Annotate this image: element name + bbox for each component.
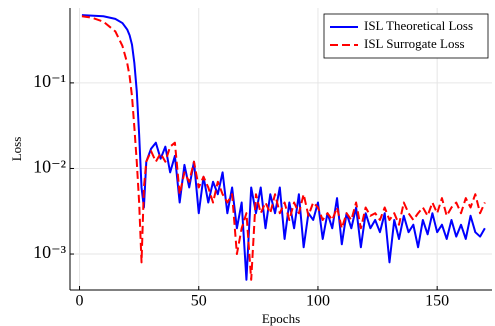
series-line: [81, 15, 486, 281]
x-tick-label: 150: [425, 293, 449, 310]
x-tick-label: 0: [76, 293, 84, 310]
x-axis-label: Epochs: [262, 311, 300, 326]
y-tick-label: 10⁻²: [33, 157, 66, 177]
y-axis-label: Loss: [9, 137, 24, 162]
x-tick-label: 50: [191, 293, 207, 310]
x-tick-label: 100: [306, 293, 330, 310]
legend-label: ISL Surrogate Loss: [364, 36, 465, 51]
legend-box: [323, 13, 489, 59]
series-line: [81, 14, 486, 281]
y-tick-label: 10⁻³: [33, 242, 67, 262]
y-tick-label: 10⁻¹: [33, 71, 66, 91]
legend-label: ISL Theoretical Loss: [364, 18, 473, 33]
